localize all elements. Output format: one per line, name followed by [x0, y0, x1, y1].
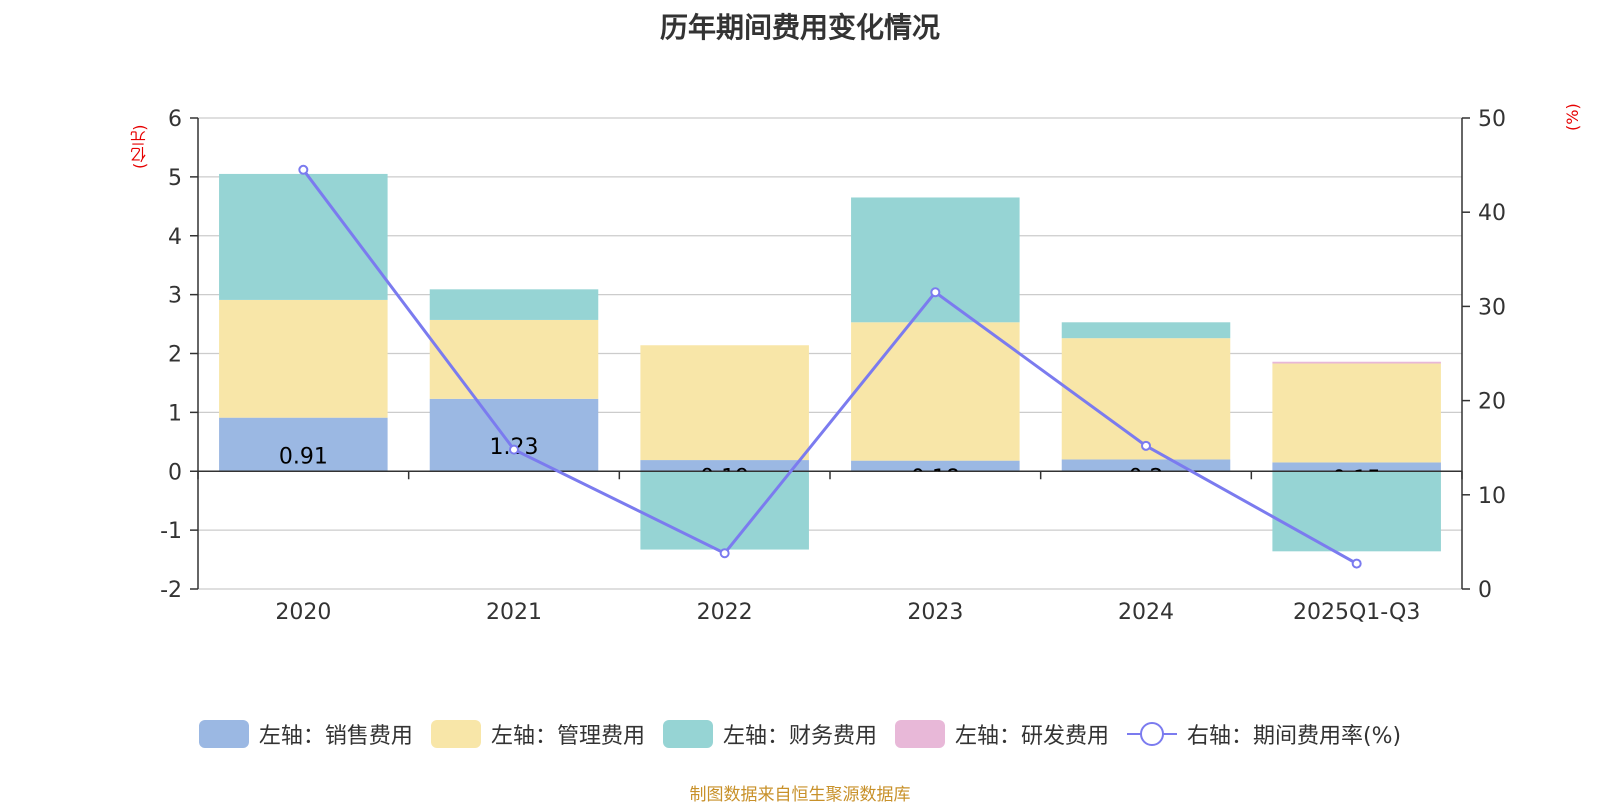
bar-segment-1 [1272, 363, 1441, 463]
left-axis-tick-label: 5 [168, 166, 182, 191]
bar-segment-1 [429, 319, 599, 399]
left-axis-tick-label: 2 [168, 343, 182, 368]
x-axis-category-label: 2023 [907, 600, 963, 625]
bar-data-label: 0.19 [700, 466, 749, 491]
left-axis-tick-label: 0 [168, 460, 182, 485]
legend-line-marker-icon [1126, 722, 1177, 746]
bar-segment-2 [640, 471, 809, 550]
legend-label-finance: 左轴：财务费用 [722, 724, 877, 749]
legend-item-rnd[interactable]: 左轴：研发费用 [894, 718, 1109, 750]
bar-segment-2 [429, 289, 599, 320]
expense-ratio-point [509, 444, 519, 455]
bar-segment-3 [1272, 361, 1441, 364]
bar-segment-0 [1061, 459, 1231, 472]
x-axis-category-label: 2022 [697, 600, 753, 625]
expense-ratio-line [302, 168, 1358, 565]
bar-data-label: 0.2 [1129, 465, 1164, 490]
bar-segment-2 [851, 197, 1020, 323]
x-axis-category-label: 2024 [1118, 600, 1174, 625]
legend-swatch-rnd [894, 720, 945, 748]
source-note: 制图数据来自恒生聚源数据库 [689, 785, 911, 805]
chart-title: 历年期间费用变化情况 [659, 11, 940, 44]
legend-label-expense-ratio: 右轴：期间费用率(%) [1186, 724, 1402, 749]
legend-swatch-sales [198, 720, 249, 748]
bar-segment-1 [851, 322, 1020, 461]
bar-segment-0 [429, 398, 599, 472]
x-axis-category-label: 2021 [486, 600, 542, 625]
right-axis-tick-label: 0 [1478, 578, 1492, 603]
legend: 左轴：销售费用 左轴：管理费用 左轴：财务费用 左轴：研发费用 右轴：期间费用率… [0, 718, 1600, 750]
bar-segment-2 [1061, 322, 1231, 339]
legend-item-expense-ratio[interactable]: 右轴：期间费用率(%) [1126, 718, 1402, 750]
right-axis-tick-label: 20 [1478, 390, 1506, 415]
bar-segment-2 [219, 173, 388, 300]
legend-label-sales: 左轴：销售费用 [258, 724, 413, 749]
bar-segment-0 [219, 417, 388, 472]
right-axis-tick-label: 30 [1478, 295, 1506, 320]
legend-swatch-admin [430, 720, 481, 748]
left-axis-tick-label: 1 [168, 401, 182, 426]
bar-data-label: 0.15 [1332, 467, 1381, 492]
left-axis-tick-label: -2 [160, 578, 182, 603]
x-axis-category-label: 2020 [275, 600, 331, 625]
expense-ratio-point [930, 287, 941, 298]
left-axis-tick-label: 3 [168, 284, 182, 309]
legend-item-admin[interactable]: 左轴：管理费用 [430, 718, 645, 750]
expense-ratio-point [298, 164, 309, 175]
left-axis-tick-label: 4 [168, 225, 182, 250]
expense-ratio-point [1141, 440, 1151, 451]
right-axis-tick-label: 50 [1478, 107, 1506, 132]
right-axis-tick-label: 10 [1478, 484, 1506, 509]
legend-label-rnd: 左轴：研发费用 [954, 724, 1109, 749]
legend-item-sales[interactable]: 左轴：销售费用 [198, 718, 413, 750]
bar-segment-0 [1272, 462, 1441, 472]
legend-label-admin: 左轴：管理费用 [490, 724, 645, 749]
right-axis-tick-label: 40 [1478, 201, 1506, 226]
bar-segment-0 [640, 460, 809, 472]
bar-segment-0 [851, 460, 1020, 472]
x-axis-category-label: 2025Q1-Q3 [1293, 600, 1420, 625]
left-axis-tick-label: -1 [160, 519, 182, 544]
bar-segment-1 [640, 345, 809, 461]
legend-swatch-finance [662, 720, 713, 748]
left-axis-tick-label: 6 [168, 107, 182, 132]
bar-segment-1 [1061, 338, 1231, 460]
bar-data-label: 0.18 [911, 466, 960, 491]
bar-segment-2 [1272, 471, 1441, 552]
bar-data-label: 0.91 [279, 444, 328, 469]
bar-segment-1 [219, 299, 388, 418]
expense-ratio-point [1351, 558, 1362, 569]
legend-item-finance[interactable]: 左轴：财务费用 [662, 718, 877, 750]
expense-ratio-point [719, 548, 730, 559]
